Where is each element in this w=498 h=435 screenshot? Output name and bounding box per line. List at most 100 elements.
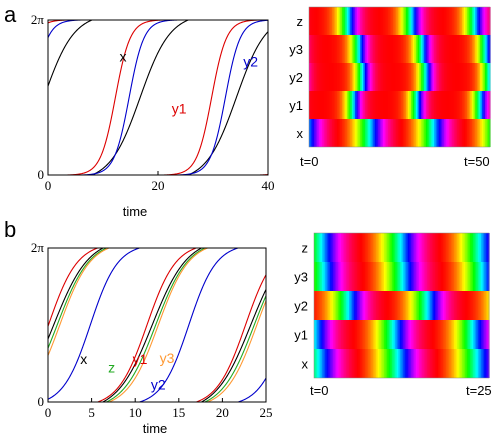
heatmap-cell bbox=[462, 91, 465, 119]
heatmap-cell bbox=[321, 291, 325, 320]
heatmap-cell bbox=[335, 91, 338, 119]
heatmap-cell bbox=[458, 119, 461, 147]
heatmap-cell bbox=[353, 119, 356, 147]
heatmap-cell bbox=[454, 262, 457, 291]
heatmap-cell bbox=[345, 63, 348, 91]
heatmap-cell bbox=[450, 91, 453, 119]
heatmap-cell bbox=[376, 91, 379, 119]
heatmap-cell bbox=[373, 7, 376, 35]
heatmap-cell bbox=[438, 91, 442, 119]
y-tick-label: 2π bbox=[31, 240, 45, 255]
heatmap-cell bbox=[478, 35, 481, 63]
heatmap-cell bbox=[356, 233, 360, 262]
heatmap-cell bbox=[364, 349, 368, 378]
heatmap-cell bbox=[342, 291, 345, 320]
heatmap-cell bbox=[476, 320, 479, 349]
heatmap-cell bbox=[462, 7, 465, 35]
heatmap-cell bbox=[380, 233, 384, 262]
heatmap-cell bbox=[341, 233, 344, 262]
heatmap-cell bbox=[313, 63, 317, 91]
heatmap-cell bbox=[389, 119, 392, 147]
heatmap-cell bbox=[384, 119, 387, 147]
heatmap-cell bbox=[474, 233, 477, 262]
heatmap-cell bbox=[454, 320, 457, 349]
heatmap-cell bbox=[386, 7, 389, 35]
heatmap-cell bbox=[468, 119, 471, 147]
heatmap-cell bbox=[401, 233, 404, 262]
heatmap-cell bbox=[470, 119, 473, 147]
heatmap-cell bbox=[447, 233, 450, 262]
heatmap-cell bbox=[415, 35, 419, 63]
heatmap-cell bbox=[333, 349, 336, 378]
heatmap-cell bbox=[417, 233, 420, 262]
heatmap-cell bbox=[334, 320, 337, 349]
heatmap-cell bbox=[320, 119, 323, 147]
heatmap-cell bbox=[429, 91, 432, 119]
heatmap-cell bbox=[384, 262, 387, 291]
heatmap-cell bbox=[407, 119, 410, 147]
heatmap-cell bbox=[345, 35, 348, 63]
heatmap-row-label-y2: y2 bbox=[289, 70, 303, 85]
heatmap-cell bbox=[398, 291, 401, 320]
heatmap-cell bbox=[361, 35, 364, 63]
heatmap-cell bbox=[399, 63, 402, 91]
heatmap-cell bbox=[450, 35, 453, 63]
heatmap-cell bbox=[384, 63, 387, 91]
heatmap-cell bbox=[436, 320, 439, 349]
heatmap-cell bbox=[369, 233, 372, 262]
heatmap-cell bbox=[368, 233, 371, 262]
heatmap-cell bbox=[345, 91, 348, 119]
heatmap-cell bbox=[465, 291, 468, 320]
heatmap-cell bbox=[417, 63, 420, 91]
panel-b-heatmap-end: t=25 bbox=[466, 383, 492, 398]
heatmap-cell bbox=[468, 349, 471, 378]
heatmap-cell bbox=[329, 320, 333, 349]
heatmap-cell bbox=[399, 119, 402, 147]
heatmap-cell bbox=[366, 349, 369, 378]
heatmap-cell bbox=[485, 119, 488, 147]
heatmap-cell bbox=[389, 63, 392, 91]
heatmap-cell bbox=[471, 291, 474, 320]
heatmap-cell bbox=[465, 7, 468, 35]
heatmap-cell bbox=[396, 233, 399, 262]
heatmap-cell bbox=[369, 320, 372, 349]
heatmap-cell bbox=[426, 233, 430, 262]
heatmap-cell bbox=[412, 349, 415, 378]
heatmap-cell bbox=[468, 91, 471, 119]
heatmap-cell bbox=[469, 262, 473, 291]
heatmap-cell bbox=[337, 349, 341, 378]
heatmap-cell bbox=[448, 91, 452, 119]
heatmap-cell bbox=[317, 91, 320, 119]
heatmap-cell bbox=[380, 291, 384, 320]
heatmap-cell bbox=[482, 320, 485, 349]
heatmap-cell bbox=[364, 63, 368, 91]
heatmap-cell bbox=[440, 119, 443, 147]
heatmap-cell bbox=[442, 320, 446, 349]
heatmap-row-label-x: x bbox=[302, 357, 309, 372]
heatmap-cell bbox=[379, 320, 382, 349]
heatmap-cell bbox=[364, 262, 368, 291]
heatmap-cell bbox=[369, 35, 373, 63]
heatmap-cell bbox=[407, 349, 411, 378]
heatmap-cell bbox=[322, 7, 325, 35]
heatmap-cell bbox=[346, 63, 350, 91]
heatmap-cell bbox=[363, 291, 366, 320]
heatmap-cell bbox=[352, 233, 355, 262]
heatmap-cell bbox=[450, 63, 453, 91]
heatmap-cell bbox=[471, 320, 474, 349]
heatmap-row-label-z: z bbox=[297, 14, 304, 29]
heatmap-cell bbox=[350, 320, 353, 349]
heatmap-cell bbox=[438, 291, 441, 320]
heatmap-cell bbox=[387, 262, 390, 291]
heatmap-cell bbox=[355, 320, 358, 349]
heatmap-cell bbox=[414, 91, 417, 119]
heatmap-cell bbox=[363, 320, 366, 349]
heatmap-cell bbox=[390, 291, 393, 320]
heatmap-cell bbox=[450, 233, 454, 262]
heatmap-cell bbox=[310, 35, 313, 63]
heatmap-cell bbox=[360, 119, 363, 147]
heatmap-cell bbox=[383, 119, 386, 147]
heatmap-cell bbox=[479, 262, 482, 291]
heatmap-cell bbox=[483, 35, 486, 63]
series-line-y2 bbox=[48, 20, 268, 175]
